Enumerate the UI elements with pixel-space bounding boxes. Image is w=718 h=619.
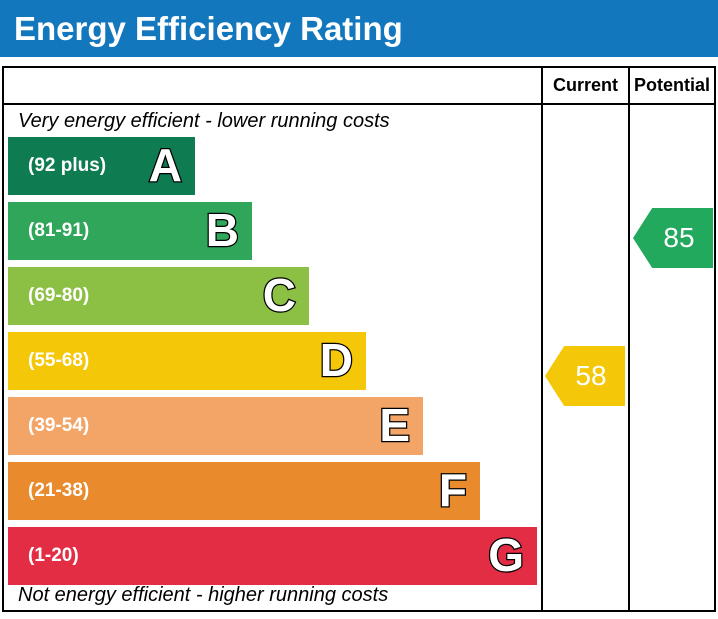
title-bar: Energy Efficiency Rating xyxy=(0,0,718,57)
band-range-label: (1-20) xyxy=(28,545,79,566)
band-range-label: (69-80) xyxy=(28,285,90,306)
band-letter: F xyxy=(438,463,469,518)
band-letter: G xyxy=(487,528,525,583)
band-range-label: (81-91) xyxy=(28,220,90,241)
potential-column-divider xyxy=(628,68,630,610)
potential-rating-arrow: 85 xyxy=(633,208,713,268)
potential-rating-value: 85 xyxy=(663,222,695,253)
potential-column-header: Potential xyxy=(633,75,710,95)
band-range-label: (39-54) xyxy=(28,415,90,436)
band-letter: D xyxy=(319,333,355,388)
page-title: Energy Efficiency Rating xyxy=(14,9,403,47)
band-letter: B xyxy=(205,203,241,258)
band-d: (55-68) D xyxy=(8,332,366,390)
top-note: Very energy efficient - lower running co… xyxy=(18,110,390,132)
header-underline xyxy=(4,103,714,105)
band-range-label: (21-38) xyxy=(28,480,90,501)
current-column-header: Current xyxy=(552,75,618,95)
current-column-divider xyxy=(541,68,543,610)
band-range-label: (55-68) xyxy=(28,350,90,371)
bottom-note: Not energy efficient - higher running co… xyxy=(18,584,389,606)
band-letter: A xyxy=(148,138,184,193)
current-rating-value: 58 xyxy=(575,360,607,391)
band-e: (39-54) E xyxy=(8,397,423,455)
rating-table: Current Potential Very energy efficient … xyxy=(2,66,716,612)
band-c: (69-80) C xyxy=(8,267,309,325)
band-g: (1-20) G xyxy=(8,527,537,585)
band-letter: E xyxy=(378,398,411,453)
band-range-label: (92 plus) xyxy=(28,155,107,176)
current-rating-arrow: 58 xyxy=(545,346,625,406)
band-letter: C xyxy=(262,268,298,323)
band-a: (92 plus) A xyxy=(8,137,195,195)
band-b: (81-91) B xyxy=(8,202,252,260)
band-f: (21-38) F xyxy=(8,462,480,520)
